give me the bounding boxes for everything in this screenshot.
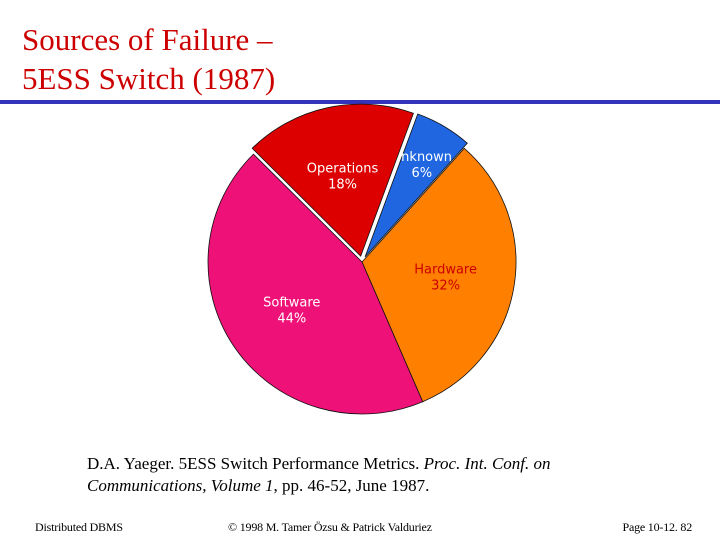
- title-divider: [0, 100, 720, 104]
- pie-slice-operations: [251, 103, 414, 257]
- citation: D.A. Yaeger. 5ESS Switch Performance Met…: [87, 453, 647, 497]
- slice-value-operations: 18%: [328, 177, 357, 192]
- pie-slice-unknown: [364, 113, 468, 258]
- slice-label-unknown: Unknown: [392, 150, 452, 165]
- pie-slice-software: [207, 153, 424, 415]
- title-line-2: 5ESS Switch (1987): [22, 61, 276, 96]
- slide-title: Sources of Failure – 5ESS Switch (1987): [22, 20, 275, 98]
- footer-page-number: Page 10-12. 82: [622, 520, 692, 534]
- slice-label-hardware: Hardware: [414, 262, 477, 277]
- footer-copyright: © 1998 M. Tamer Özsu & Patrick Valduriez: [228, 520, 432, 534]
- footer-course: Distributed DBMS: [35, 520, 123, 534]
- title-line-1: Sources of Failure –: [22, 22, 273, 57]
- pie-slice-hardware: [361, 147, 517, 403]
- citation-tail: , pp. 46-52, June 1987.: [273, 476, 430, 495]
- slice-value-software: 44%: [277, 312, 306, 327]
- slice-label-software: Software: [263, 296, 320, 311]
- citation-authors: D.A. Yaeger. 5ESS Switch Performance Met…: [87, 454, 420, 473]
- slice-label-operations: Operations: [307, 161, 379, 176]
- slice-value-hardware: 32%: [431, 278, 460, 293]
- slice-value-unknown: 6%: [412, 166, 433, 181]
- citation-proceedings: Proc. Int. Conf. on Communications, Volu…: [87, 454, 551, 495]
